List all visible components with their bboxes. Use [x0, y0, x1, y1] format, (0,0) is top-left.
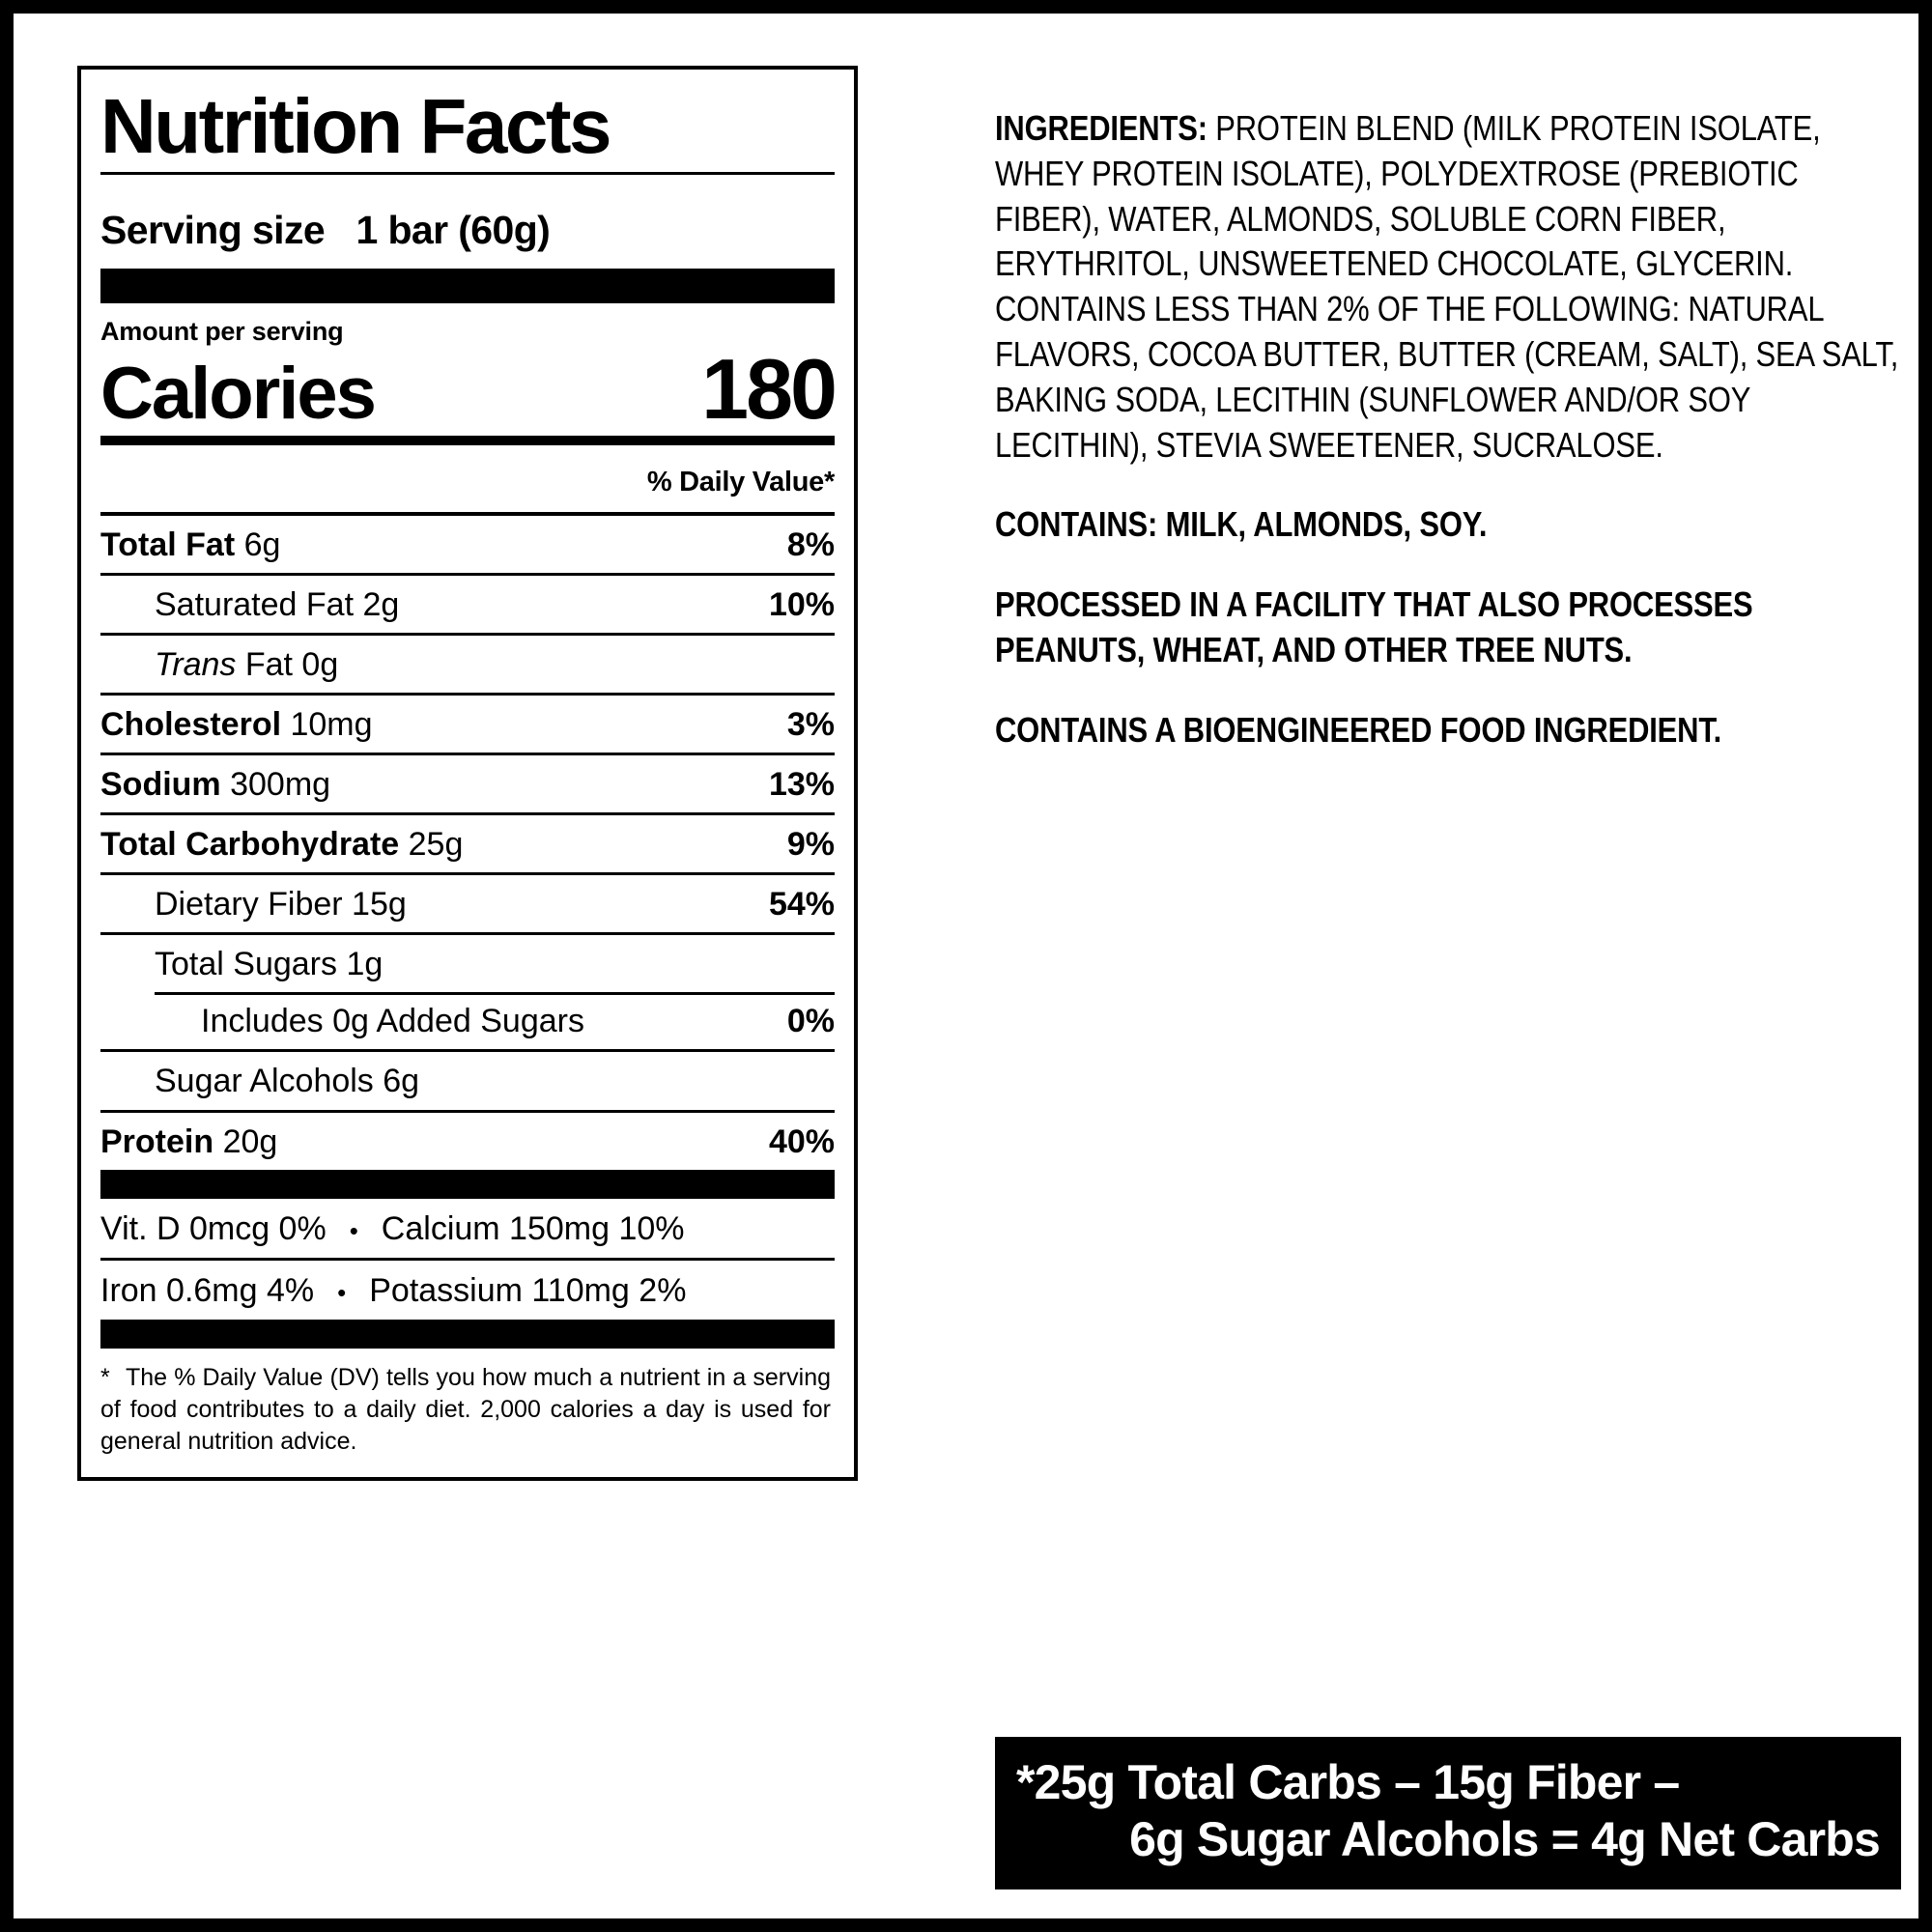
page-inner: Nutrition Facts Serving size 1 bar (60g)…: [27, 27, 1932, 1932]
nutrient-name: Total Carbohydrate 25g: [100, 826, 464, 864]
micronutrient-separator-icon: •: [349, 1215, 358, 1245]
micronutrient-separator-icon: •: [337, 1277, 347, 1307]
nutrient-row: Total Carbohydrate 25g 9%: [100, 812, 835, 872]
nutrient-row: Sugar Alcohols 6g: [100, 1049, 835, 1109]
calories-value: 180: [701, 340, 838, 437]
bioengineered-statement: CONTAINS A BIOENGINEERED FOOD INGREDIENT…: [995, 709, 1722, 750]
nutrient-name: Sodium 300mg: [100, 765, 331, 803]
nutrient-name: Includes 0g Added Sugars: [201, 1003, 584, 1040]
nutrient-name: Saturated Fat 2g: [155, 585, 400, 623]
micronutrient-row: Iron 0.6mg 4% • Potassium 110mg 2%: [100, 1257, 835, 1320]
micronutrient-row: Vit. D 0mcg 0% • Calcium 150mg 10%: [100, 1199, 835, 1258]
nutrient-row: Total Sugars 1g: [100, 932, 835, 992]
ingredients-body: PROTEIN BLEND (MILK PROTEIN ISOLATE, WHE…: [995, 108, 1899, 465]
nutrition-facts-panel: Nutrition Facts Serving size 1 bar (60g)…: [77, 66, 858, 1481]
serving-thick-divider: [100, 268, 835, 303]
nutrient-row: Total Fat 6g 8%: [100, 511, 835, 573]
calories-label: Calories: [100, 352, 377, 435]
nutrient-name: Sugar Alcohols 6g: [155, 1063, 420, 1100]
micronutrient-rows: Vit. D 0mcg 0% • Calcium 150mg 10% Iron 0.6…: [100, 1199, 835, 1320]
nutrient-daily-value: 13%: [768, 765, 835, 803]
nutrient-daily-value: 54%: [768, 886, 835, 923]
nutrient-name: Trans Fat 0g: [155, 645, 339, 683]
nutrient-row: Sodium 300mg 13%: [100, 752, 835, 812]
nutrient-row: Includes 0g Added Sugars 0%: [100, 992, 835, 1049]
amount-per-serving-label: Amount per serving: [100, 316, 344, 346]
daily-value-footnote: * The % Daily Value (DV) tells you how m…: [100, 1349, 835, 1463]
contains-allergens: CONTAINS: MILK, ALMONDS, SOY.: [995, 504, 1488, 545]
nutrient-daily-value: 10%: [768, 585, 835, 623]
serving-size-label: Serving size: [100, 207, 326, 252]
serving-size-value: 1 bar (60g): [355, 207, 551, 252]
nutrient-daily-value: 3%: [786, 705, 835, 743]
nutrient-row: Dietary Fiber 15g 54%: [100, 872, 835, 932]
ingredients-paragraph: INGREDIENTS: PROTEIN BLEND (MILK PROTEIN…: [995, 106, 1901, 468]
nutrient-row: Protein 20g 40%: [100, 1109, 835, 1170]
nutrient-daily-value: 8%: [786, 526, 835, 563]
nutrient-name: Total Sugars 1g: [155, 946, 384, 983]
footnote-text: The % Daily Value (DV) tells you how muc…: [100, 1363, 831, 1455]
serving-size-row: Serving size 1 bar (60g): [100, 175, 835, 269]
net-carbs-banner: *25g Total Carbs – 15g Fiber – 6g Sugar …: [995, 1737, 1901, 1889]
nutrient-row: Trans Fat 0g: [100, 632, 835, 693]
nutrient-row: Cholesterol 10mg 3%: [100, 692, 835, 753]
nutrition-facts-title: Nutrition Facts: [100, 83, 611, 169]
calories-divider: [100, 435, 835, 445]
nutrient-row: Saturated Fat 2g 10%: [100, 572, 835, 633]
footnote-asterisk: *: [100, 1363, 110, 1391]
net-carbs-line-2: 6g Sugar Alcohols = 4g Net Carbs: [1129, 1812, 1881, 1866]
nutrient-daily-value: 9%: [786, 826, 835, 864]
title-divider: [100, 171, 835, 175]
net-carbs-line-1: *25g Total Carbs – 15g Fiber –: [1016, 1755, 1680, 1809]
nutrient-daily-value: 40%: [768, 1122, 835, 1160]
nutrient-name: Total Fat 6g: [100, 526, 281, 563]
nutrient-name: Protein 20g: [100, 1122, 278, 1160]
micronutrient-right: Calcium 150mg 10%: [381, 1209, 685, 1247]
ingredients-heading: INGREDIENTS:: [995, 108, 1208, 148]
micronutrient-right: Potassium 110mg 2%: [369, 1271, 687, 1309]
micronutrient-left: Iron 0.6mg 4%: [100, 1271, 315, 1309]
nutrient-name: Dietary Fiber 15g: [155, 886, 407, 923]
calories-row: Calories 180: [100, 340, 838, 437]
protein-bottom-bar: [100, 1169, 835, 1199]
nutrient-daily-value: 0%: [786, 1003, 835, 1040]
nutrient-name: Cholesterol 10mg: [100, 705, 373, 743]
daily-value-header: % Daily Value*: [646, 466, 835, 497]
facility-statement: PROCESSED IN A FACILITY THAT ALSO PROCES…: [995, 584, 1753, 669]
micronutrient-left: Vit. D 0mcg 0%: [100, 1209, 327, 1247]
nutrient-rows: Total Fat 6g 8% Saturated Fat 2g 10% Trans F…: [100, 511, 835, 1170]
footnote-top-bar: [100, 1319, 835, 1349]
ingredients-column: INGREDIENTS: PROTEIN BLEND (MILK PROTEIN…: [995, 71, 1903, 788]
